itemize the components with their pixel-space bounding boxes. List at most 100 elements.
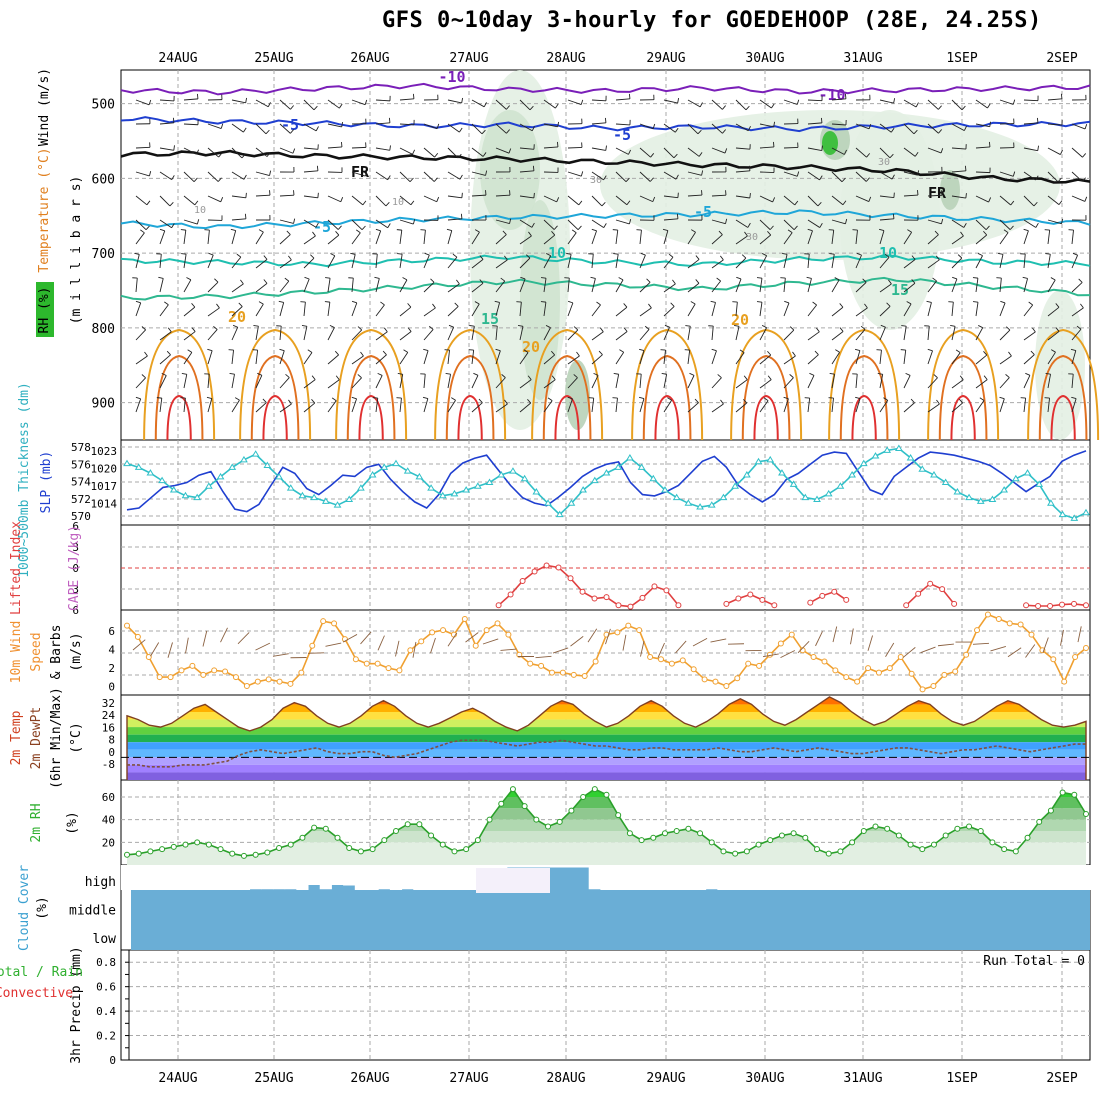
wind-barb	[736, 100, 746, 110]
wind-barb	[592, 148, 606, 150]
wind-barb-flag	[286, 374, 290, 377]
cloud-gap	[390, 865, 402, 890]
wind-speed-axis-label: Speed	[29, 632, 44, 671]
wind-barb	[784, 330, 794, 340]
wind-barb-flag	[160, 229, 165, 231]
wind-barb	[856, 374, 857, 388]
rh2m-series-point	[838, 849, 843, 854]
thickness-series-point	[253, 451, 259, 456]
wind-barb-flag	[352, 301, 357, 303]
wind-barb	[232, 100, 246, 103]
lifted-index-series-point	[1048, 603, 1053, 608]
rh2m-series-point	[417, 822, 422, 827]
wind-barb	[921, 647, 936, 653]
wind-barb	[904, 350, 906, 364]
rh2m-series-point	[195, 840, 200, 845]
pressure-tick-label: 700	[92, 247, 115, 262]
wind-barb	[136, 330, 146, 340]
wind-barb-flag	[990, 122, 991, 127]
wind-barb-flag	[541, 302, 546, 303]
wind-barb-flag	[325, 278, 330, 279]
wind-barb-flag	[807, 277, 812, 278]
wind-barb-flag	[270, 171, 271, 176]
wind-barb-flag	[720, 400, 723, 404]
cloud-gap	[1010, 865, 1022, 890]
wind-barb-flag	[237, 254, 241, 257]
wind-barb-flag	[294, 219, 295, 224]
cloud-gap	[156, 865, 168, 890]
wind-speed-series-point	[462, 616, 467, 621]
wind-barb	[400, 307, 411, 316]
wind-barb-flag	[797, 100, 798, 105]
wind-barb-flag	[380, 302, 384, 305]
wind-barb	[304, 124, 316, 131]
wind-speed-series-point	[528, 661, 533, 666]
wind-barb	[378, 636, 384, 651]
wind-barb-flag	[398, 373, 403, 374]
wind-barb-flag	[174, 145, 175, 150]
wind-barb-flag	[264, 280, 267, 284]
wind-barb-flag	[388, 176, 391, 180]
temp-unit-label: (°C)	[69, 722, 84, 753]
wind-barb	[424, 196, 437, 202]
rh2m-series-point	[1072, 792, 1077, 797]
wind-barb-flag	[390, 145, 391, 150]
rh2m-series-point	[850, 840, 855, 845]
wind-barb-flag	[330, 253, 334, 255]
wind-barb-flag	[451, 398, 455, 401]
wind-barb	[400, 398, 401, 412]
wind-barb	[160, 278, 163, 292]
wind-barb-flag	[216, 304, 219, 308]
wind-barb-flag	[936, 400, 939, 404]
wind-barb	[304, 302, 305, 316]
wind-speed-series-point	[833, 668, 838, 673]
wind-barb	[976, 256, 983, 268]
wind-barb	[424, 399, 428, 412]
cloud-gap	[589, 865, 601, 889]
wind-barb-flag	[1013, 100, 1014, 105]
wind-barb	[952, 302, 953, 316]
wind-speed-series-point	[550, 670, 555, 675]
wind-speed-series-point	[353, 657, 358, 662]
contour-label: 15	[481, 310, 499, 328]
cloud-axis-label: Cloud Cover	[17, 865, 32, 951]
wind-speed-series-point	[571, 672, 576, 677]
wind-barb-flag	[453, 254, 457, 257]
wind-speed-series-point	[811, 654, 816, 659]
wind-barb-flag	[197, 219, 198, 224]
cloud-gap	[1045, 865, 1057, 890]
wind-barb-flag	[332, 398, 336, 401]
wind-barb	[568, 147, 582, 148]
lifted-index-series-point	[748, 592, 753, 597]
wind-barb-flag	[325, 302, 330, 303]
wind-barb	[448, 327, 454, 340]
wind-barb-flag	[363, 201, 366, 205]
wind-barb	[616, 398, 617, 412]
wind-barb-flag	[691, 302, 695, 304]
wind-barb	[1026, 645, 1035, 658]
rh2m-series-point	[686, 826, 691, 831]
rh2m-series-point	[733, 851, 738, 856]
wind-barb-flag	[259, 230, 263, 233]
wind-barb-flag	[606, 146, 607, 151]
bottom-date-label: 24AUG	[158, 1071, 197, 1086]
lifted-index-series-point	[832, 589, 837, 594]
temp-band	[121, 704, 1090, 712]
wind-barb	[640, 255, 645, 268]
wind-barb	[472, 375, 478, 388]
rh2m-series-point	[136, 851, 141, 856]
wind-barb	[1000, 378, 1009, 388]
rh2m-series-point	[265, 850, 270, 855]
wind-barb-flag	[293, 149, 295, 154]
wind-barb-flag	[339, 104, 342, 108]
wind-speed-series-point	[931, 684, 936, 689]
rh2m-series-point	[943, 833, 948, 838]
wind-barb-flag	[978, 253, 982, 255]
wind-barb	[221, 628, 228, 642]
wind-barb	[280, 302, 284, 316]
wind-barb-flag	[356, 230, 360, 233]
cloud-gap	[694, 865, 706, 890]
wind-barb	[1024, 398, 1026, 412]
wind-barb-flag	[181, 254, 186, 255]
